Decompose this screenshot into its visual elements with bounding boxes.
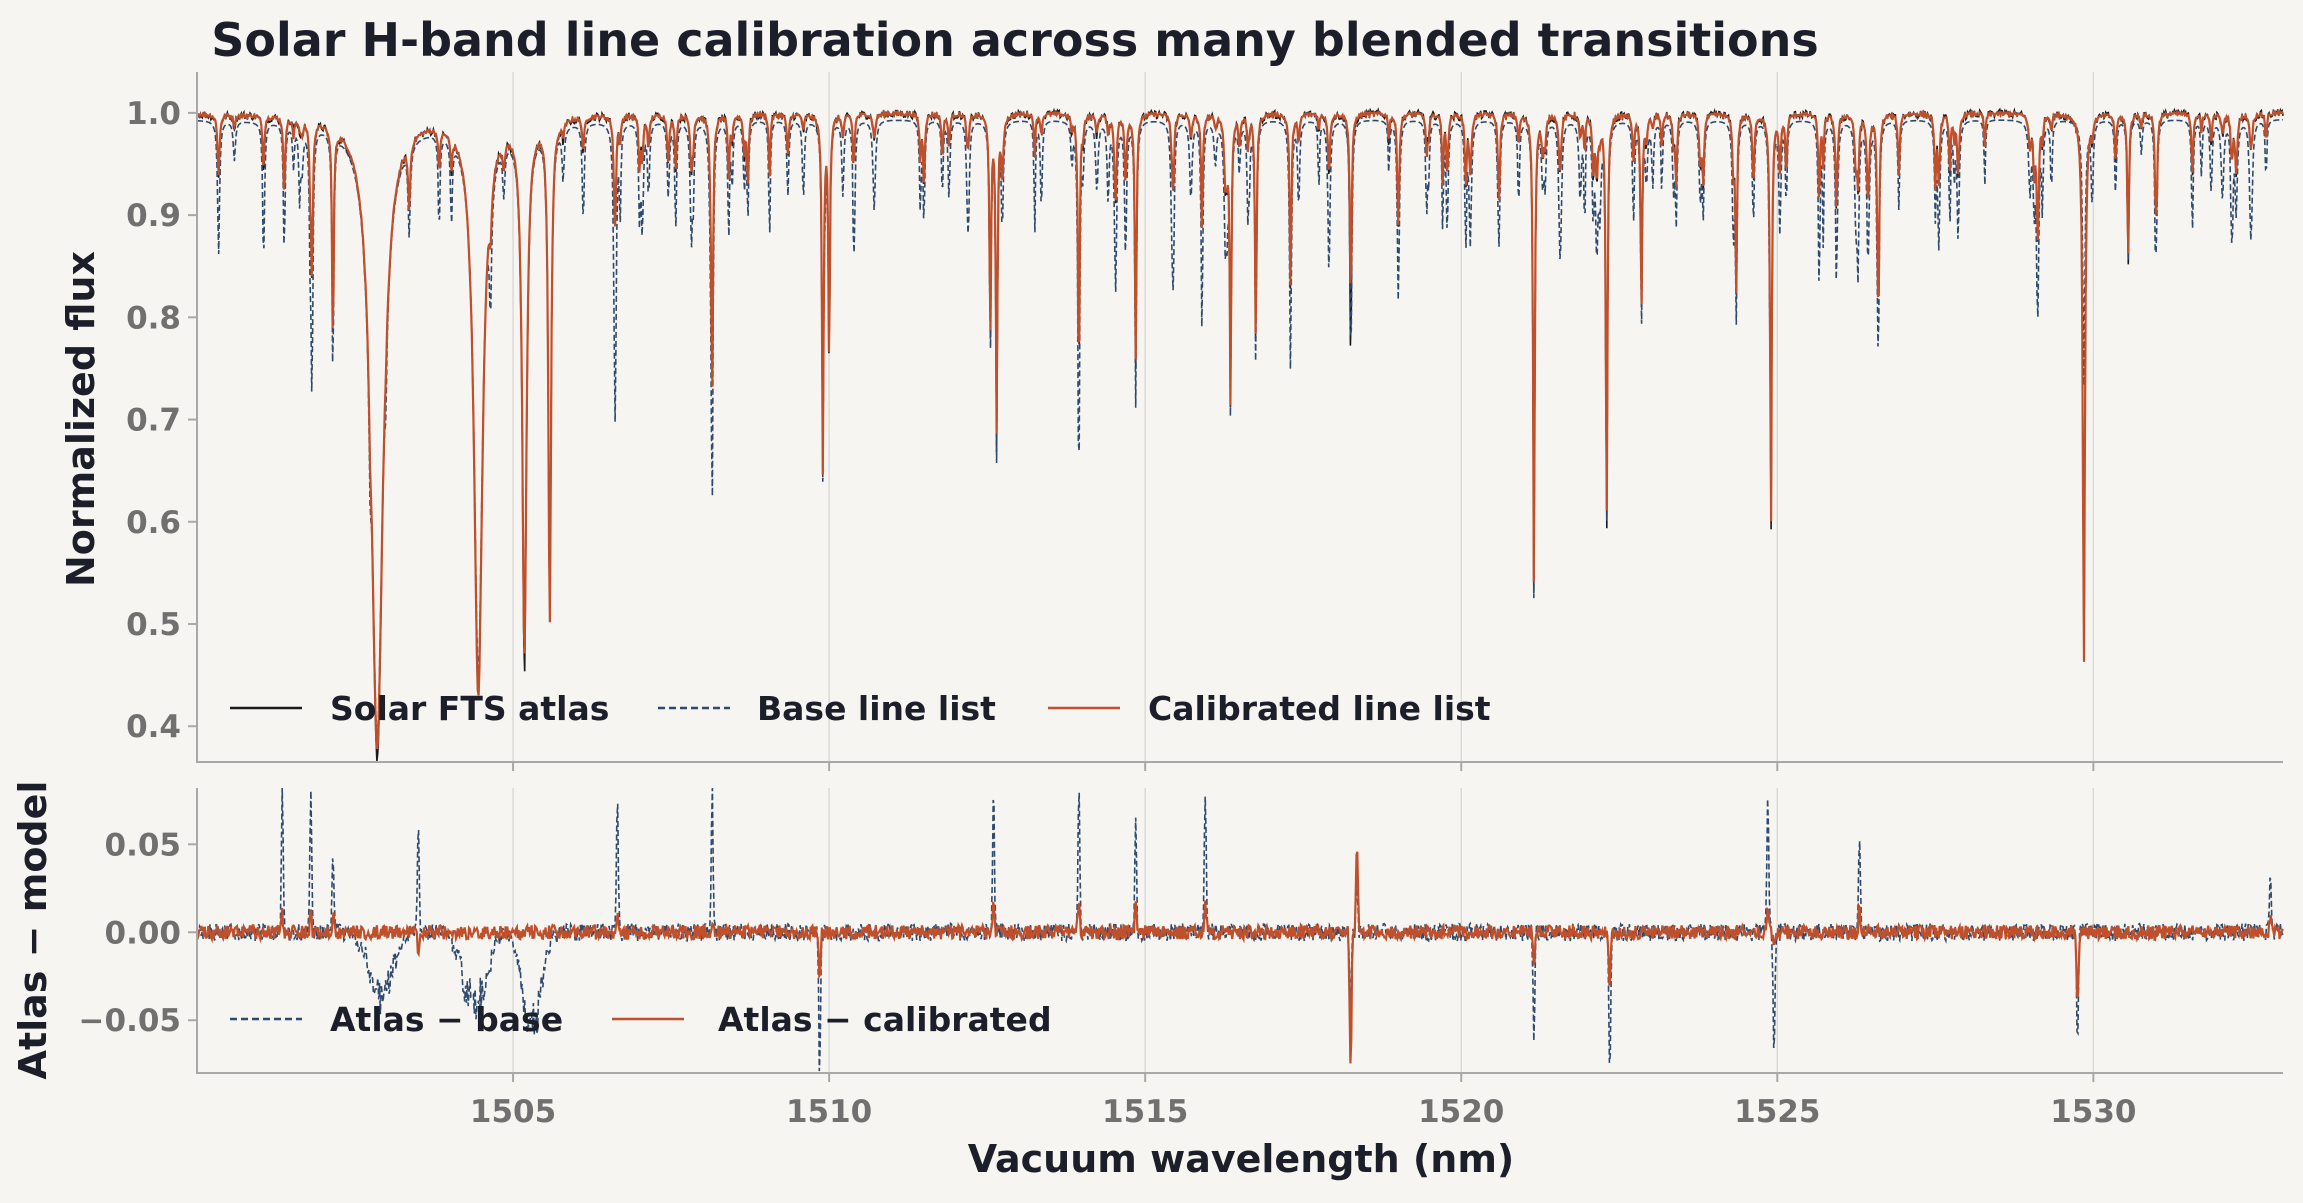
top-y-axis-label: Normalized flux: [59, 251, 103, 587]
x-tick-label-1510: 1510: [786, 1094, 872, 1130]
top-spines: [196, 72, 2283, 763]
x-tick-label-1515: 1515: [1102, 1094, 1188, 1130]
bottom-legend: Atlas − base Atlas − calibrated: [230, 1000, 1052, 1039]
bottom-panel: −0.05 0.00 0.05 1505 1510 1515 1520 1525 1530 A…: [11, 781, 2284, 1181]
series-line-calibrated-line-list: [196, 108, 2284, 750]
top-y-ticks: 0.4 0.5 0.6 0.7 0.8 0.9 1.0: [126, 96, 197, 745]
bottom-y-tick-label: 0.00: [105, 915, 182, 951]
top-y-tick-label: 0.7: [126, 403, 181, 439]
x-tick-label-1525: 1525: [1734, 1094, 1820, 1130]
legend-label-base-line-list: Base line list: [757, 689, 996, 728]
series-line-atlas-calibrated: [195, 851, 2284, 1064]
legend-label-solar-fts-atlas: Solar FTS atlas: [330, 689, 609, 728]
bottom-series-lines: [195, 787, 2284, 1072]
x-tick-label-1530: 1530: [2050, 1094, 2136, 1130]
x-axis-label: Vacuum wavelength (nm): [968, 1137, 1515, 1181]
top-panel: 0.4 0.5 0.6 0.7 0.8 0.9 1.0 Normalized flux So…: [59, 72, 2284, 771]
bottom-spines: [196, 788, 2283, 1074]
top-y-tick-label: 0.6: [126, 505, 181, 541]
bottom-x-ticks: 1505 1510 1515 1520 1525 1530: [470, 1073, 2137, 1130]
top-gridlines: [512, 72, 2095, 762]
top-y-tick-label: 0.5: [126, 607, 181, 643]
top-legend: Solar FTS atlas Base line list Calibrate…: [230, 689, 1491, 728]
bottom-y-tick-label: 0.05: [105, 827, 182, 863]
bottom-y-axis-label: Atlas − model: [11, 781, 55, 1080]
chart-title: Solar H-band line calibration across man…: [211, 13, 1819, 67]
legend-label-calibrated-line-list: Calibrated line list: [1148, 689, 1491, 728]
top-y-tick-label: 0.4: [126, 709, 181, 745]
x-tick-label-1520: 1520: [1418, 1094, 1504, 1130]
bottom-y-tick-label: −0.05: [79, 1003, 181, 1039]
top-y-tick-label: 1.0: [126, 96, 181, 132]
top-y-tick-label: 0.8: [126, 300, 181, 336]
top-series-lines: [196, 106, 2284, 762]
series-line-solar-fts-atlas: [196, 106, 2284, 762]
series-line-base-line-list: [196, 118, 2283, 735]
bottom-y-ticks: −0.05 0.00 0.05: [79, 827, 197, 1039]
legend-label-atlas-minus-calibrated: Atlas − calibrated: [718, 1000, 1052, 1039]
legend-label-atlas-minus-base: Atlas − base: [330, 1000, 563, 1039]
top-y-tick-label: 0.9: [126, 198, 181, 234]
top-x-ticks: [512, 762, 2095, 771]
x-tick-label-1505: 1505: [470, 1094, 556, 1130]
